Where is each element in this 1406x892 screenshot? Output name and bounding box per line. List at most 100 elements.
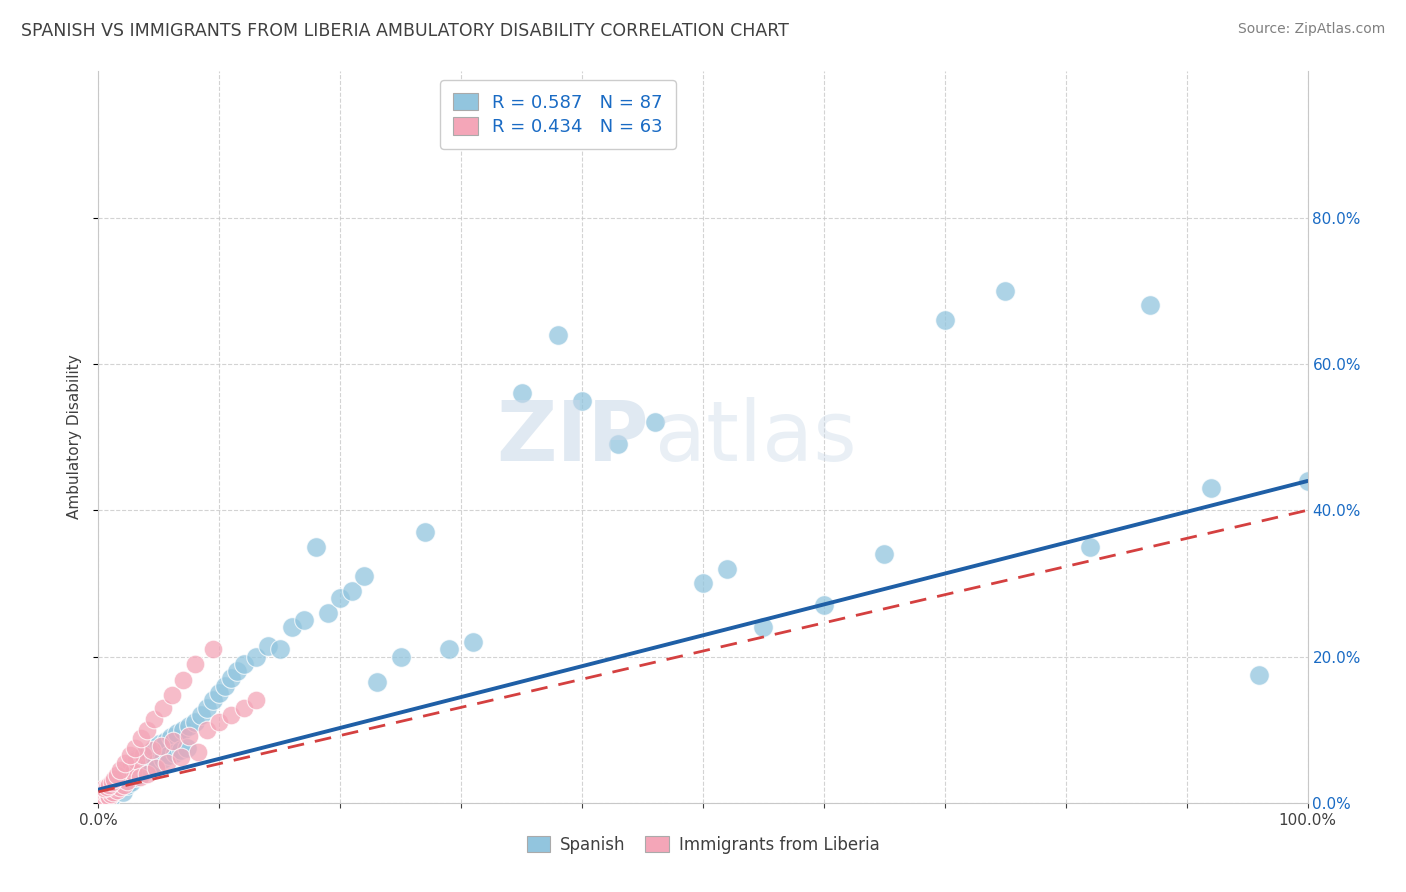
Point xyxy=(208,686,231,700)
Point xyxy=(160,730,183,744)
Point xyxy=(125,752,148,766)
Point xyxy=(100,778,122,792)
Point xyxy=(121,756,143,770)
Point xyxy=(752,620,775,634)
Point xyxy=(96,785,118,799)
Point xyxy=(184,715,207,730)
Point xyxy=(129,731,152,746)
Point xyxy=(1296,474,1319,488)
Point xyxy=(124,740,146,755)
Point xyxy=(143,712,166,726)
Point xyxy=(103,772,125,787)
Point xyxy=(93,789,115,803)
Point xyxy=(245,649,267,664)
Point xyxy=(269,642,291,657)
Point xyxy=(510,386,533,401)
Point xyxy=(125,753,148,767)
Point xyxy=(108,770,131,784)
Text: atlas: atlas xyxy=(655,397,856,477)
Point xyxy=(195,723,218,737)
Point xyxy=(172,673,194,687)
Point xyxy=(118,748,141,763)
Text: ZIP: ZIP xyxy=(496,397,648,477)
Point xyxy=(93,789,115,803)
Point xyxy=(156,756,179,770)
Point xyxy=(176,740,198,755)
Legend: Spanish, Immigrants from Liberia: Spanish, Immigrants from Liberia xyxy=(520,829,886,860)
Point xyxy=(110,772,132,787)
Point xyxy=(143,740,166,755)
Point xyxy=(108,780,131,794)
Point xyxy=(281,620,304,634)
Point xyxy=(169,743,191,757)
Point xyxy=(221,672,243,686)
Point xyxy=(145,756,167,770)
Point xyxy=(644,416,666,430)
Point xyxy=(463,635,485,649)
Point xyxy=(148,737,170,751)
Y-axis label: Ambulatory Disability: Ambulatory Disability xyxy=(67,355,83,519)
Point xyxy=(91,789,114,804)
Point xyxy=(138,745,160,759)
Point xyxy=(163,746,186,760)
Point xyxy=(166,726,188,740)
Point xyxy=(202,693,225,707)
Point xyxy=(107,778,129,792)
Point xyxy=(179,719,201,733)
Point xyxy=(122,765,145,780)
Point xyxy=(108,770,131,784)
Point xyxy=(1139,298,1161,312)
Point xyxy=(115,772,138,787)
Point xyxy=(292,613,315,627)
Point xyxy=(145,761,167,775)
Point xyxy=(873,547,896,561)
Point xyxy=(232,657,254,671)
Point xyxy=(105,782,128,797)
Point xyxy=(135,766,157,780)
Point xyxy=(316,606,339,620)
Point xyxy=(120,775,142,789)
Point xyxy=(190,708,212,723)
Point xyxy=(132,748,155,763)
Point xyxy=(128,770,150,784)
Point xyxy=(100,781,122,796)
Point xyxy=(97,789,120,803)
Point xyxy=(162,733,184,747)
Point xyxy=(157,748,180,763)
Point xyxy=(108,763,131,777)
Point xyxy=(91,792,114,806)
Text: SPANISH VS IMMIGRANTS FROM LIBERIA AMBULATORY DISABILITY CORRELATION CHART: SPANISH VS IMMIGRANTS FROM LIBERIA AMBUL… xyxy=(21,22,789,40)
Point xyxy=(100,789,122,804)
Point xyxy=(329,591,352,605)
Point xyxy=(103,780,125,794)
Point xyxy=(607,437,630,451)
Point xyxy=(120,757,142,772)
Point xyxy=(305,540,328,554)
Point xyxy=(208,715,231,730)
Point xyxy=(132,748,155,763)
Point xyxy=(256,639,278,653)
Point xyxy=(115,763,138,777)
Point xyxy=(101,785,124,799)
Point xyxy=(413,525,436,540)
Point xyxy=(226,664,249,678)
Point xyxy=(111,766,134,780)
Point xyxy=(129,766,152,780)
Point xyxy=(245,693,267,707)
Point xyxy=(155,733,177,747)
Point xyxy=(108,780,131,794)
Point xyxy=(101,785,124,799)
Point xyxy=(114,756,136,770)
Point xyxy=(117,778,139,792)
Point xyxy=(117,773,139,788)
Point xyxy=(179,729,201,743)
Point xyxy=(221,708,243,723)
Point xyxy=(114,768,136,782)
Point xyxy=(716,562,738,576)
Point xyxy=(152,700,174,714)
Point xyxy=(571,393,593,408)
Point xyxy=(141,757,163,772)
Point xyxy=(100,787,122,801)
Point xyxy=(98,778,121,792)
Point xyxy=(141,743,163,757)
